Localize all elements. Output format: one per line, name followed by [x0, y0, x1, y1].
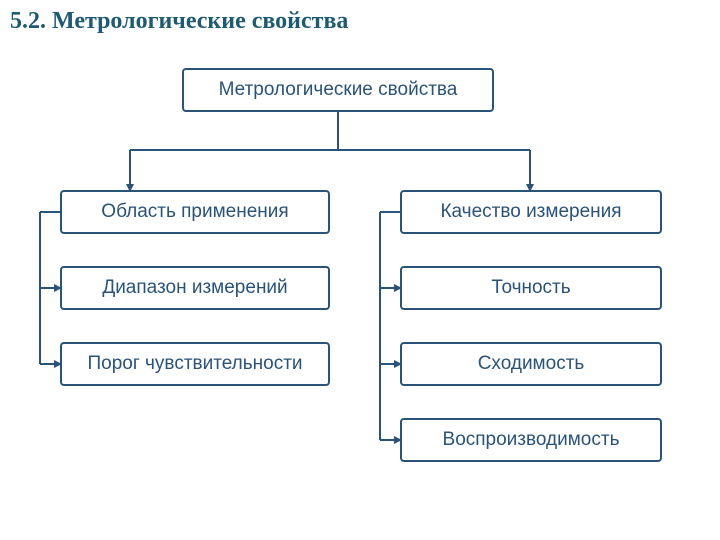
node-left1: Диапазон измерений	[60, 266, 330, 310]
section-heading: 5.2. Метрологические свойства	[10, 8, 348, 35]
node-label: Область применения	[101, 201, 288, 223]
node-label: Качество измерения	[440, 201, 621, 223]
node-right0: Качество измерения	[400, 190, 662, 234]
node-label: Диапазон измерений	[102, 277, 287, 299]
node-right2: Сходимость	[400, 342, 662, 386]
diagram-page: { "heading": { "text": "5.2. Метрологиче…	[0, 0, 720, 540]
node-root: Метрологические свойства	[182, 68, 494, 112]
node-label: Воспроизводимость	[443, 429, 620, 451]
node-label: Метрологические свойства	[219, 79, 458, 101]
node-right1: Точность	[400, 266, 662, 310]
node-left0: Область применения	[60, 190, 330, 234]
node-label: Сходимость	[478, 353, 585, 375]
node-label: Порог чувствительности	[87, 353, 302, 375]
node-left2: Порог чувствительности	[60, 342, 330, 386]
node-right3: Воспроизводимость	[400, 418, 662, 462]
node-label: Точность	[491, 277, 570, 299]
